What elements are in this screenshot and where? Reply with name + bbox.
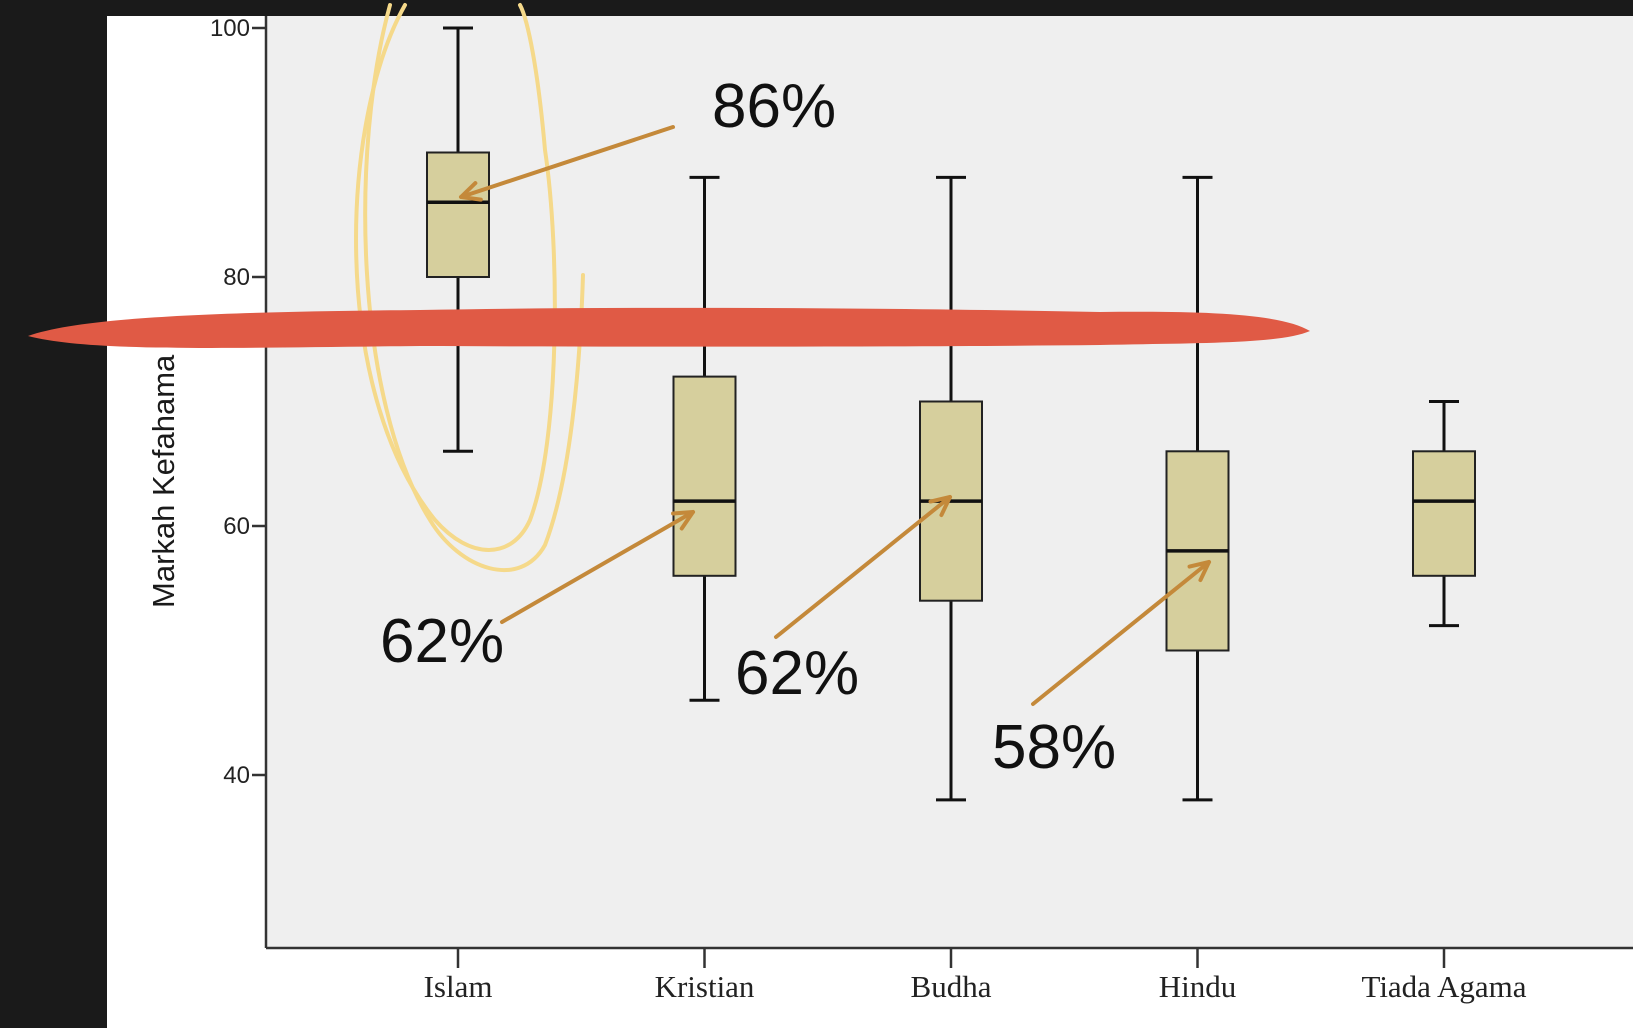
highlight-loop	[363, 3, 585, 572]
annotation-label: 58%	[992, 713, 1116, 782]
annotation: 58%	[992, 560, 1211, 782]
y-axis-label: Markah Kefahama	[146, 354, 181, 608]
annotation: 62%	[380, 510, 695, 676]
x-tick-label: Islam	[424, 969, 493, 1004]
box-kristian	[672, 175, 737, 702]
box-islam	[426, 26, 490, 453]
x-tick-label: Tiada Agama	[1361, 969, 1526, 1004]
y-tick-label: 60	[223, 513, 250, 540]
annotation-arrow	[500, 510, 695, 624]
annotation-arrow	[1031, 560, 1211, 706]
annotation-label: 86%	[712, 72, 836, 141]
box-tiada-agama	[1412, 400, 1476, 628]
x-tick-label: Budha	[911, 969, 992, 1004]
y-tick-label: 100	[210, 15, 250, 42]
arrow-head	[459, 181, 483, 202]
arrow-head	[928, 495, 952, 518]
iqr-box	[426, 151, 490, 278]
iqr-box	[672, 375, 737, 577]
annotation-arrow	[774, 495, 952, 639]
arrow-head	[671, 510, 695, 531]
red-strike-mark	[28, 307, 1310, 348]
y-tick-label: 40	[223, 762, 250, 789]
annotation: 62%	[735, 495, 952, 708]
box-hindu	[1165, 175, 1230, 802]
annotation-label: 62%	[380, 607, 504, 676]
arrow-head	[1187, 560, 1211, 583]
annotation-arrow	[459, 125, 675, 199]
x-tick-label: Hindu	[1159, 969, 1237, 1004]
highlight-loop	[354, 3, 557, 552]
x-tick-label: Kristian	[655, 969, 755, 1004]
iqr-box	[1412, 450, 1476, 577]
y-tick-label: 80	[223, 264, 250, 291]
annotation: 86%	[459, 72, 836, 202]
annotation-label: 62%	[735, 639, 859, 708]
